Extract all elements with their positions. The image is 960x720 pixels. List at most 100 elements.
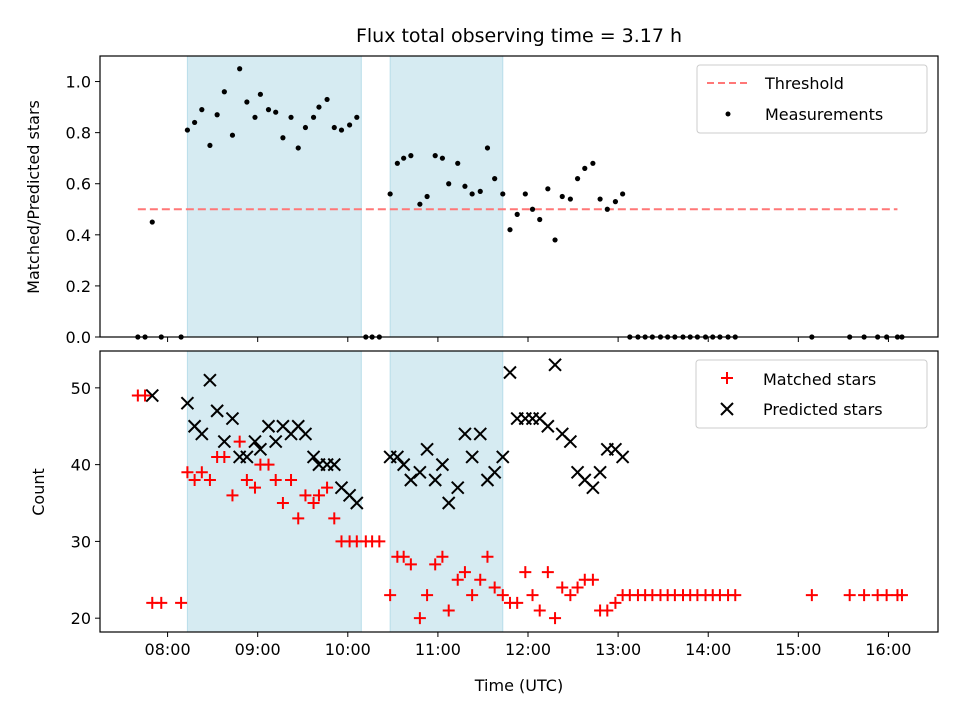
- measurement-point: [252, 114, 258, 120]
- matched-star-point: [321, 481, 334, 494]
- predicted-star-point: [195, 427, 209, 441]
- matched-star-point: [155, 596, 168, 609]
- predicted-star-point: [203, 373, 217, 387]
- matched-star-point: [519, 566, 532, 579]
- measurement-point: [265, 107, 272, 113]
- y-tick-label: 1.0: [66, 73, 91, 92]
- predicted-star-point: [615, 450, 630, 464]
- measurement-point: [537, 216, 543, 223]
- x-tick-label: 13:00: [595, 640, 641, 659]
- predicted-star-point: [145, 388, 159, 403]
- predicted-star-point: [503, 365, 517, 380]
- predicted-star-point: [451, 480, 465, 495]
- measurement-point: [401, 155, 407, 161]
- measurement-point: [559, 193, 565, 200]
- matched-star-point: [586, 573, 599, 586]
- matched-star-point: [458, 566, 471, 579]
- matched-star-point: [175, 596, 188, 609]
- predicted-star-point: [458, 427, 472, 441]
- predicted-star-point: [593, 465, 607, 480]
- predicted-star-point: [261, 419, 276, 433]
- matched-star-point: [218, 450, 231, 463]
- bottom-panel-y-ticks: 20 30 40 50: [71, 379, 100, 628]
- y-tick-label: 40: [71, 456, 91, 475]
- matched-star-point: [384, 589, 397, 602]
- predicted-star-point: [180, 396, 195, 410]
- measurement-point: [316, 104, 322, 110]
- matched-star-point: [564, 589, 577, 602]
- measurement-point: [500, 191, 506, 197]
- matched-star-point: [292, 512, 305, 525]
- measurement-point: [424, 193, 430, 200]
- measurement-point: [302, 124, 309, 131]
- measurement-point: [257, 91, 263, 97]
- matched-star-point: [601, 604, 614, 617]
- x-tick-label: 11:00: [415, 640, 461, 659]
- measurement-point: [417, 201, 423, 207]
- matched-star-point: [895, 589, 908, 602]
- x-tick-label: 15:00: [775, 640, 821, 659]
- legend-threshold-label: Threshold: [764, 74, 844, 93]
- predicted-stars-markers: [145, 358, 630, 510]
- bottom-panel: 08:00 09:00 10:00 11:00 12:00 13:00 14:00 15:00…: [29, 350, 939, 695]
- matched-star-point: [805, 589, 818, 602]
- measurement-point: [199, 107, 205, 113]
- measurement-point: [184, 127, 191, 133]
- measurement-point: [214, 112, 220, 118]
- top-legend-frame: [696, 64, 928, 134]
- matched-star-point: [436, 550, 449, 563]
- measurement-point: [574, 176, 581, 182]
- measurement-point: [492, 176, 498, 182]
- legend-measurements-label: Measurements: [765, 105, 883, 124]
- measurement-point: [237, 66, 243, 72]
- predicted-star-point: [563, 434, 578, 449]
- matched-star-point: [248, 481, 261, 494]
- predicted-star-point: [428, 473, 442, 487]
- predicted-star-point: [396, 457, 411, 472]
- x-tick-label: 10:00: [325, 640, 371, 659]
- measurement-point: [192, 119, 198, 126]
- matched-star-point: [307, 497, 320, 510]
- matched-star-point: [188, 473, 201, 486]
- top-panel-y-ticks: 0.0 0.2 0.4 0.6 0.8 1.0: [66, 73, 100, 347]
- bottom-panel-x-ticks: 08:00 09:00 10:00 11:00 12:00 13:00 14:00 15:00…: [145, 632, 911, 659]
- predicted-star-point: [586, 480, 600, 495]
- top-legend: Threshold Measurements: [696, 64, 928, 134]
- matched-star-point: [181, 466, 194, 479]
- measurement-point: [295, 145, 301, 151]
- top-panel-frame: [99, 55, 939, 338]
- measurement-point: [149, 219, 155, 225]
- matched-stars-markers: [131, 389, 908, 625]
- bottom-y-axis-label: Count: [29, 468, 48, 516]
- measurement-point: [439, 155, 446, 161]
- measurement-point: [462, 183, 468, 189]
- predicted-star-point: [240, 450, 254, 464]
- x-tick-label: 14:00: [685, 640, 731, 659]
- predicted-star-point: [413, 465, 427, 480]
- measurement-point: [469, 191, 475, 197]
- measurement-point: [280, 135, 286, 141]
- matched-star-point: [466, 589, 479, 602]
- predicted-star-point: [248, 434, 262, 449]
- legend-predicted-swatch: [720, 402, 734, 416]
- chart-title: Flux total observing time = 3.17 h: [356, 25, 682, 47]
- matched-star-point: [549, 612, 562, 625]
- measurement-point: [612, 199, 619, 205]
- bottom-panel-frame: [99, 350, 939, 633]
- predicted-star-point: [327, 457, 341, 472]
- bottom-legend-frame: [695, 359, 928, 429]
- legend-predicted-label: Predicted stars: [763, 400, 883, 419]
- measurement-point: [207, 142, 213, 149]
- matched-star-point: [139, 389, 152, 402]
- predicted-star-point: [306, 450, 321, 464]
- matched-star-point: [429, 558, 442, 571]
- measurement-point: [244, 99, 250, 105]
- y-tick-label: 0.6: [66, 175, 91, 194]
- matched-star-point: [496, 589, 509, 602]
- matched-star-point: [203, 473, 216, 486]
- measurement-point: [324, 96, 330, 103]
- y-tick-label: 0.0: [66, 328, 91, 347]
- measurement-point: [346, 122, 353, 128]
- matched-star-point: [269, 473, 282, 486]
- measurement-point: [338, 127, 345, 133]
